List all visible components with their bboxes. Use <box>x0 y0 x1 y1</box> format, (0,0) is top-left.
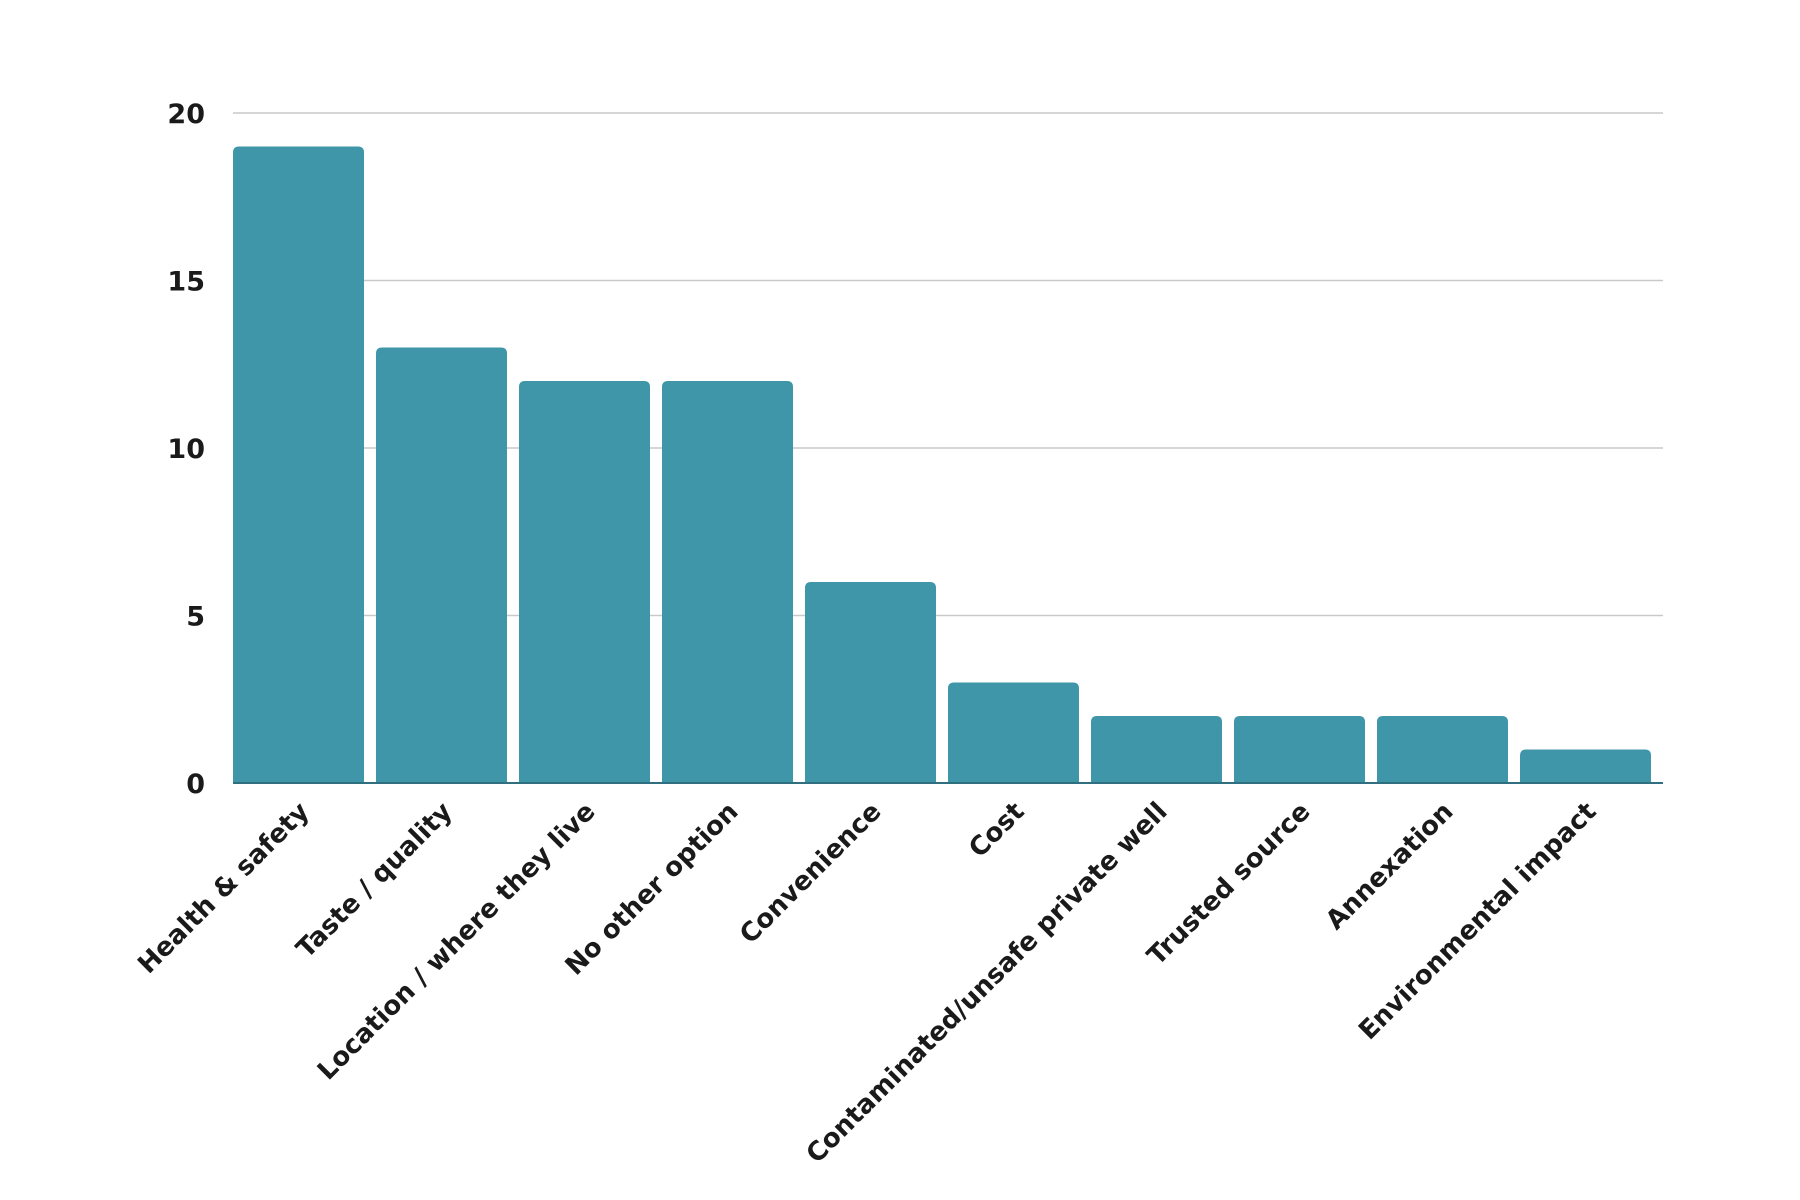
bar-convenience <box>805 582 936 783</box>
bar-health-safety <box>233 146 364 783</box>
x-tick-label: Health & safety <box>132 797 315 980</box>
y-tick-label: 5 <box>186 602 205 633</box>
bar-contaminated-unsafe-private-well <box>1091 716 1222 783</box>
x-tick-label: Cost <box>963 797 1030 864</box>
bars <box>233 146 1663 784</box>
y-tick-label: 0 <box>186 769 205 800</box>
bar-taste-quality <box>376 347 507 783</box>
bar-cost <box>948 682 1079 783</box>
bar-no-other-option <box>662 381 793 783</box>
y-axis-ticks: 0 5 10 15 20 <box>167 99 205 800</box>
x-tick-label: Location / where they live <box>312 797 601 1086</box>
bar-trusted-source <box>1234 716 1365 783</box>
x-tick-label: Environmental impact <box>1353 797 1602 1046</box>
y-tick-label: 15 <box>167 267 205 298</box>
x-tick-label: Taste / quality <box>291 797 459 965</box>
bar-annexation <box>1377 716 1508 783</box>
x-tick-label: Convenience <box>734 797 887 950</box>
y-tick-label: 10 <box>167 434 205 465</box>
bar-environmental-impact <box>1520 749 1651 783</box>
bar-location-where-they-live <box>519 381 650 783</box>
y-tick-label: 20 <box>167 99 205 130</box>
x-tick-label: Annexation <box>1320 797 1459 936</box>
